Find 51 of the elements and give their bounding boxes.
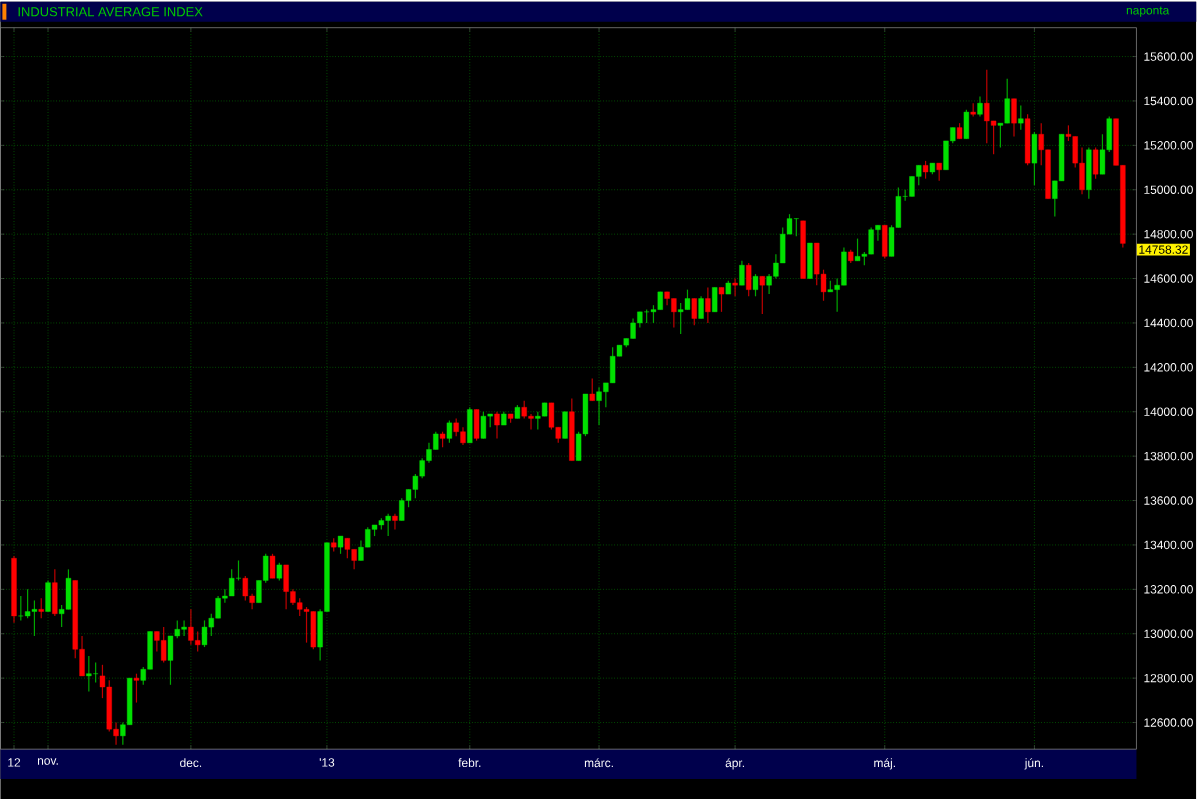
candlestick [630,318,636,340]
candlestick [746,262,752,298]
candlestick [283,564,289,611]
candlestick [494,411,500,440]
candlestick [732,278,738,298]
candlestick [1011,98,1017,138]
candlestick [161,626,167,664]
candlestick [977,96,983,118]
candlestick [52,569,58,618]
candlestick [38,598,44,620]
candlestick [45,580,51,613]
candlestick [963,109,970,140]
candlestick [705,287,711,325]
candlestick [691,298,697,327]
candlestick [712,287,718,313]
candlestick [1018,105,1024,131]
candlestick [671,298,677,329]
candlestick [1092,147,1099,180]
candlestick [807,242,813,280]
candlestick [181,620,187,638]
candlestick [473,409,480,442]
candlestick [759,276,765,316]
candlestick [984,69,990,145]
candlestick [752,274,759,298]
candlestick [86,655,92,693]
candlestick [1024,114,1031,167]
candlestick [344,538,350,560]
candlestick [596,387,602,427]
candlestick [1004,78,1010,125]
candlestick [269,553,276,580]
candlestick [548,402,555,431]
candlestick [18,595,24,622]
candlestick [446,420,453,444]
candlestick [467,407,473,444]
candlestick [188,609,194,646]
candlestick [678,302,684,336]
candlestick [882,225,888,260]
candlestick [718,287,725,313]
candlestick [609,347,616,384]
candlestick [133,673,140,704]
candlestick [480,411,487,440]
candlestick [242,575,248,602]
candlestick [1031,131,1038,187]
candlestick [310,611,316,651]
candlestick [562,411,568,440]
candlestick [392,513,398,531]
candlestick [385,513,391,538]
candlestick [739,260,745,287]
candlestick [201,620,208,649]
candlestick [93,662,99,684]
candlestick [1086,147,1092,200]
